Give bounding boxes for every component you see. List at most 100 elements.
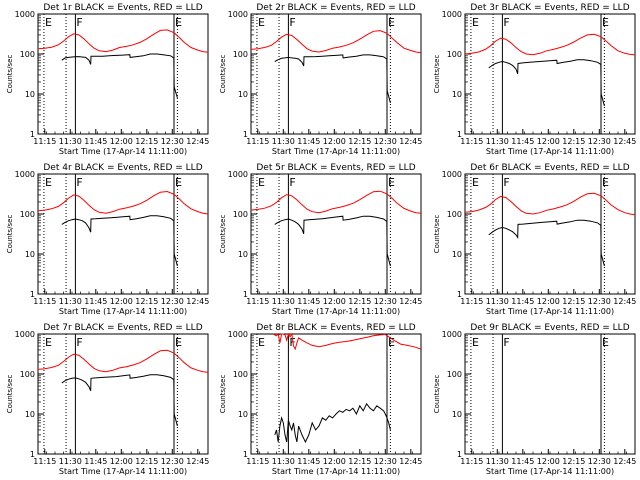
y-tick-label: 1	[457, 450, 462, 459]
y-tick-label: 1000	[441, 170, 461, 179]
chart-title: Det 1r BLACK = Events, RED = LLD	[43, 3, 202, 13]
x-tick-label: 11:45	[84, 457, 107, 466]
marker-label: E	[258, 336, 265, 349]
series-line-events	[274, 402, 392, 444]
x-tick-label: 12:15	[349, 137, 372, 146]
y-axis-label: Counts/sec	[6, 375, 14, 414]
x-axis-label: Start Time (17-Apr-14 11:11:00)	[272, 467, 400, 476]
x-tick-label: 12:15	[562, 137, 585, 146]
marker-label: E	[602, 176, 609, 189]
x-axis-label: Start Time (17-Apr-14 11:11:00)	[486, 307, 614, 316]
plot-frame	[464, 13, 636, 135]
marker-label: F	[503, 336, 509, 349]
marker-label: F	[290, 16, 296, 29]
y-axis-label: Counts/sec	[6, 55, 14, 94]
marker-label: F	[503, 176, 509, 189]
marker-label: E	[45, 16, 52, 29]
y-tick-label: 1	[457, 290, 462, 299]
x-tick-label: 11:15	[247, 137, 270, 146]
x-tick-label: 12:30	[374, 457, 397, 466]
detector-panel-3: Det 3r BLACK = Events, RED = LLD 1 10 100 10…	[427, 0, 640, 160]
y-axis-label: Counts/sec	[219, 55, 227, 94]
plot-frame	[464, 333, 636, 455]
x-tick-label: 12:45	[186, 457, 209, 466]
detector-panel-4: Det 4r BLACK = Events, RED = LLD 1 10 100 10…	[0, 160, 213, 320]
x-tick-label: 12:00	[110, 297, 133, 306]
marker-label: E	[258, 176, 265, 189]
x-tick-label: 12:15	[349, 297, 372, 306]
y-tick-label: 100	[446, 370, 461, 379]
detector-panel-8: Det 8r BLACK = Events, RED = LLD 1 10 100 10…	[213, 320, 426, 480]
x-tick-label: 11:30	[272, 137, 295, 146]
y-tick-label: 100	[446, 210, 461, 219]
series-line-events	[61, 215, 178, 267]
x-tick-label: 11:15	[33, 297, 56, 306]
y-tick-label: 1000	[15, 330, 35, 339]
x-tick-label: 12:30	[587, 137, 610, 146]
series-line-lld	[251, 30, 422, 54]
x-tick-label: 11:15	[247, 457, 270, 466]
y-tick-label: 10	[238, 250, 248, 259]
marker-label: E	[258, 16, 265, 29]
marker-label: F	[290, 176, 296, 189]
series-line-events	[61, 374, 178, 427]
chart-6: Det 6r BLACK = Events, RED = LLD 1 10 100 10…	[433, 163, 636, 316]
x-tick-label: 11:45	[84, 297, 107, 306]
chart-title: Det 8r BLACK = Events, RED = LLD	[257, 323, 416, 333]
x-tick-label: 12:45	[400, 137, 423, 146]
series-line-lld	[37, 349, 209, 373]
series-line-lld	[37, 29, 209, 53]
y-tick-label: 10	[25, 250, 35, 259]
y-tick-label: 1	[243, 130, 248, 139]
x-tick-label: 12:45	[400, 457, 423, 466]
marker-label: F	[76, 176, 82, 189]
marker-label: E	[472, 176, 479, 189]
series-line-events	[488, 219, 605, 267]
x-tick-label: 12:45	[186, 297, 209, 306]
x-tick-label: 11:30	[272, 297, 295, 306]
chart-title: Det 2r BLACK = Events, RED = LLD	[257, 3, 416, 13]
y-tick-label: 1000	[441, 10, 461, 19]
chart-title: Det 9r BLACK = Events, RED = LLD	[470, 323, 629, 333]
x-axis-label: Start Time (17-Apr-14 11:11:00)	[272, 147, 400, 156]
x-tick-label: 11:45	[298, 297, 321, 306]
x-axis-label: Start Time (17-Apr-14 11:11:00)	[59, 147, 187, 156]
x-tick-label: 11:30	[485, 137, 508, 146]
detector-panel-7: Det 7r BLACK = Events, RED = LLD 1 10 100 10…	[0, 320, 213, 480]
y-tick-label: 1000	[228, 330, 248, 339]
chart-title: Det 7r BLACK = Events, RED = LLD	[43, 323, 202, 333]
x-tick-label: 12:30	[374, 137, 397, 146]
series-line-events	[274, 54, 392, 104]
x-tick-label: 11:45	[84, 137, 107, 146]
plot-frame	[250, 333, 422, 455]
x-tick-label: 12:30	[374, 297, 397, 306]
marker-label: E	[45, 176, 52, 189]
marker-label: F	[76, 16, 82, 29]
x-axis-label: Start Time (17-Apr-14 11:11:00)	[59, 467, 187, 476]
x-tick-label: 11:30	[485, 457, 508, 466]
series-line-events	[61, 53, 178, 99]
y-tick-label: 10	[25, 90, 35, 99]
plot-frame	[37, 173, 209, 295]
marker-label: F	[503, 16, 509, 29]
x-tick-label: 12:45	[186, 137, 209, 146]
y-tick-label: 10	[25, 410, 35, 419]
x-tick-label: 12:15	[135, 297, 158, 306]
chart-8: Det 8r BLACK = Events, RED = LLD 1 10 100 10…	[219, 323, 423, 476]
detector-panel-2: Det 2r BLACK = Events, RED = LLD 1 10 100 10…	[213, 0, 426, 160]
x-tick-label: 11:45	[298, 137, 321, 146]
y-tick-label: 1	[457, 130, 462, 139]
x-tick-label: 12:00	[323, 457, 346, 466]
y-tick-label: 1	[30, 130, 35, 139]
y-tick-label: 100	[233, 370, 248, 379]
chart-9: Det 9r BLACK = Events, RED = LLD 1 10 100 10…	[433, 323, 636, 476]
y-tick-label: 1000	[228, 170, 248, 179]
marker-label: E	[472, 16, 479, 29]
x-tick-label: 12:30	[161, 297, 184, 306]
x-tick-label: 11:45	[511, 457, 534, 466]
y-tick-label: 10	[238, 410, 248, 419]
x-tick-label: 12:00	[536, 137, 559, 146]
x-tick-label: 12:15	[135, 137, 158, 146]
x-tick-label: 12:15	[562, 297, 585, 306]
